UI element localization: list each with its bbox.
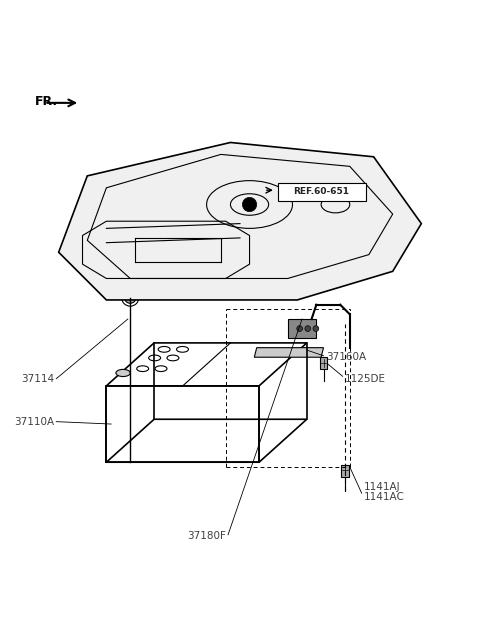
Text: 37160A: 37160A (326, 352, 366, 362)
Text: 37110A: 37110A (14, 417, 54, 426)
Polygon shape (59, 142, 421, 300)
Circle shape (313, 326, 319, 331)
FancyBboxPatch shape (288, 319, 316, 338)
Text: FR.: FR. (35, 95, 58, 108)
Text: 1141AC: 1141AC (364, 491, 405, 501)
Circle shape (305, 326, 311, 331)
FancyBboxPatch shape (278, 183, 366, 201)
FancyBboxPatch shape (320, 357, 327, 369)
Circle shape (297, 326, 302, 331)
Circle shape (124, 292, 136, 303)
Polygon shape (254, 348, 324, 357)
Text: 1125DE: 1125DE (345, 374, 386, 384)
Text: REF.60-651: REF.60-651 (293, 187, 349, 196)
Text: 1141AJ: 1141AJ (364, 482, 401, 492)
Text: 37180F: 37180F (187, 530, 226, 541)
Ellipse shape (116, 370, 130, 376)
Text: 37114: 37114 (21, 374, 54, 384)
FancyBboxPatch shape (341, 465, 349, 477)
Circle shape (242, 197, 257, 212)
